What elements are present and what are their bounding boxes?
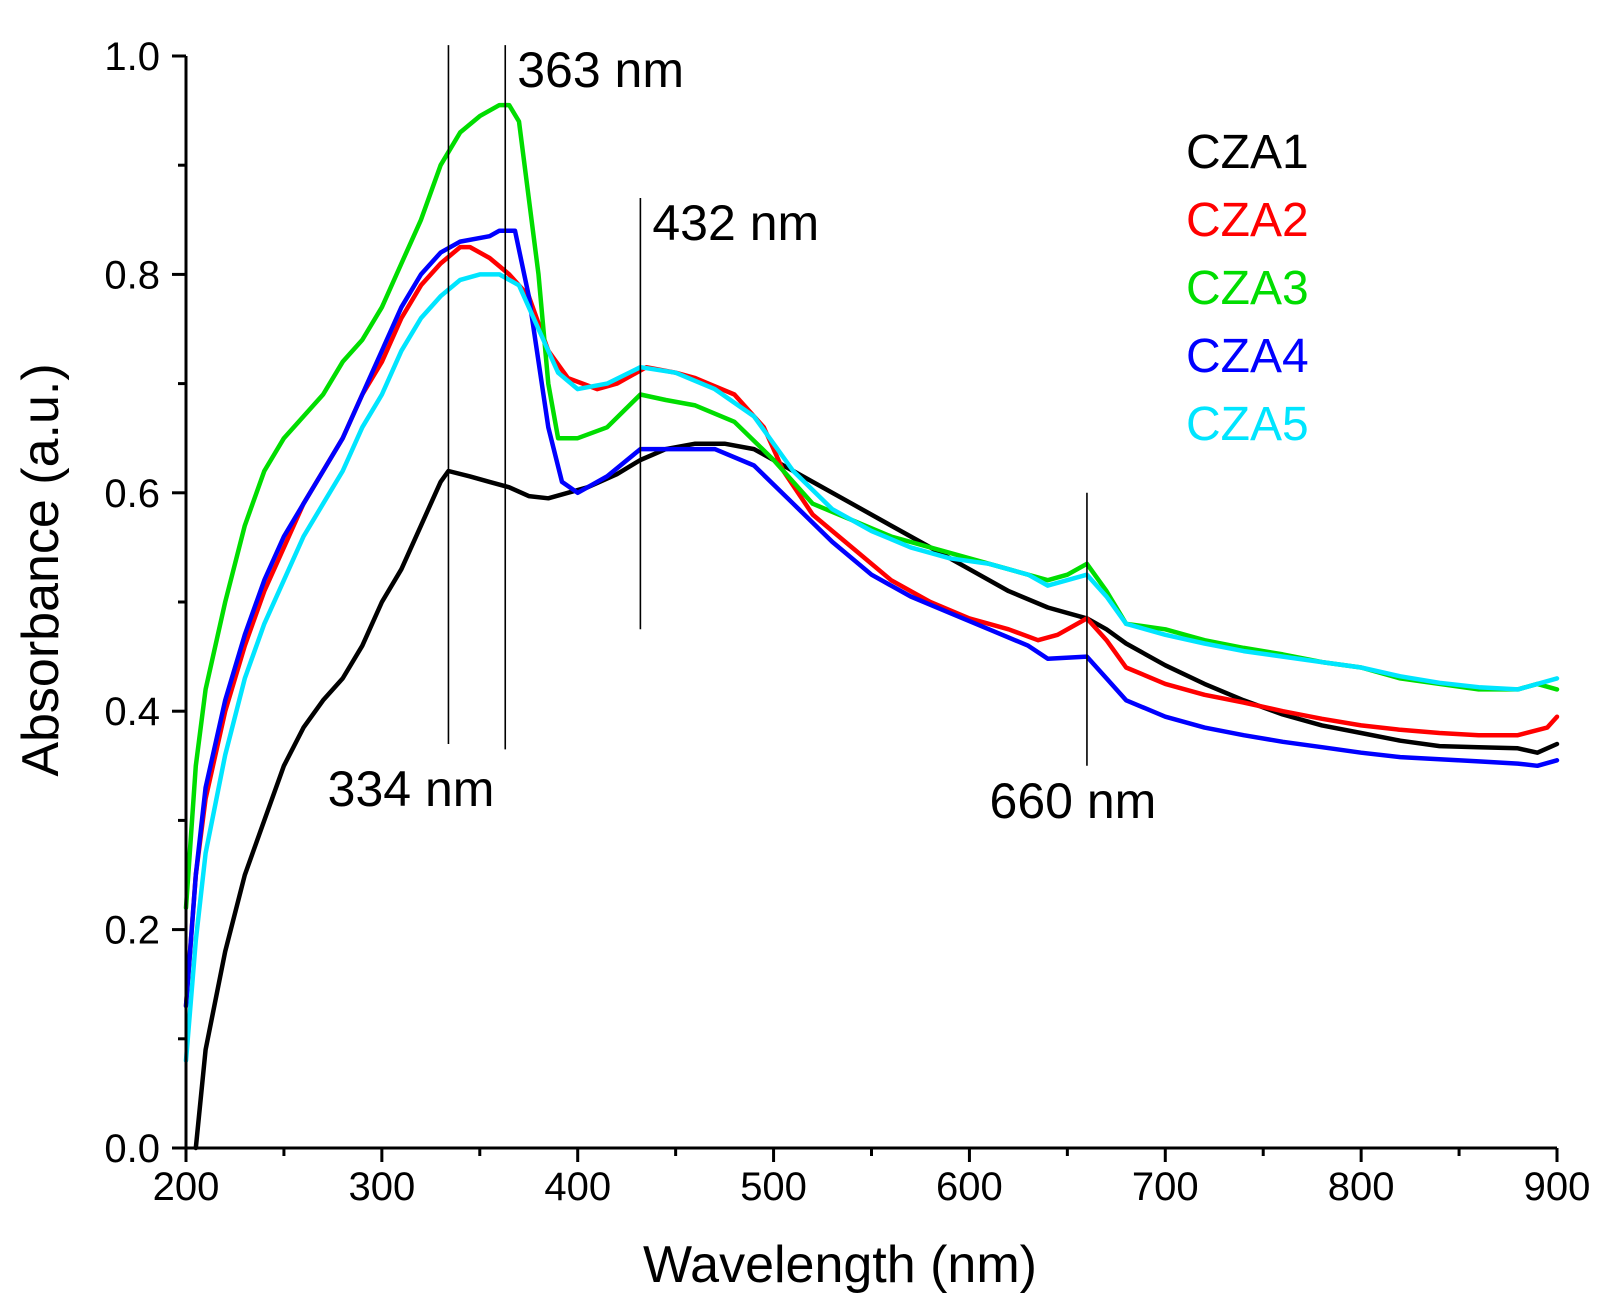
series-line-cza4 (183, 228, 1560, 1009)
series-line-cza3 (183, 102, 1560, 911)
y-axis-title: Absorbance (a.u.) (12, 363, 70, 776)
annotation-label-363: 363 nm (517, 42, 684, 98)
y-tick-label-0.2: 0.2 (104, 909, 160, 953)
y-tick-label-1: 1.0 (104, 35, 160, 79)
x-tick-label-900: 900 (1524, 1165, 1591, 1209)
legend-entry-cza1: CZA1 (1186, 126, 1309, 179)
x-tick-label-800: 800 (1328, 1165, 1395, 1209)
y-tick-label-0.8: 0.8 (104, 253, 160, 297)
legend: CZA1 CZA2 CZA3 CZA4 CZA5 (1186, 126, 1309, 451)
annotation-label-660: 660 nm (990, 773, 1157, 829)
annotation-layer: 334 nm 363 nm 432 nm 660 nm (328, 42, 1157, 829)
legend-entry-cza5: CZA5 (1186, 398, 1309, 451)
x-tick-label-700: 700 (1132, 1165, 1199, 1209)
annotation-label-432: 432 nm (652, 195, 819, 251)
x-tick-label-400: 400 (544, 1165, 611, 1209)
series-layer (183, 102, 1560, 1151)
axes-layer: 200 300 400 500 600 700 800 900 0.0 0.2 0.4 0.6 0.8 1… (104, 35, 1590, 1209)
y-tick-label-0.4: 0.4 (104, 690, 160, 734)
x-tick-label-300: 300 (348, 1165, 415, 1209)
y-tick-label-0.6: 0.6 (104, 472, 160, 516)
x-tick-label-200: 200 (153, 1165, 220, 1209)
series-line-cza5 (183, 272, 1560, 1063)
series-line-cza2 (183, 244, 1560, 1009)
x-axis-title: Wavelength (nm) (643, 1236, 1037, 1294)
x-tick-label-600: 600 (936, 1165, 1003, 1209)
y-tick-label-0: 0.0 (104, 1127, 160, 1171)
x-tick-label-500: 500 (740, 1165, 807, 1209)
legend-entry-cza4: CZA4 (1186, 330, 1309, 383)
annotation-label-334: 334 nm (328, 761, 495, 817)
legend-entry-cza3: CZA3 (1186, 262, 1309, 315)
legend-entry-cza2: CZA2 (1186, 194, 1309, 247)
